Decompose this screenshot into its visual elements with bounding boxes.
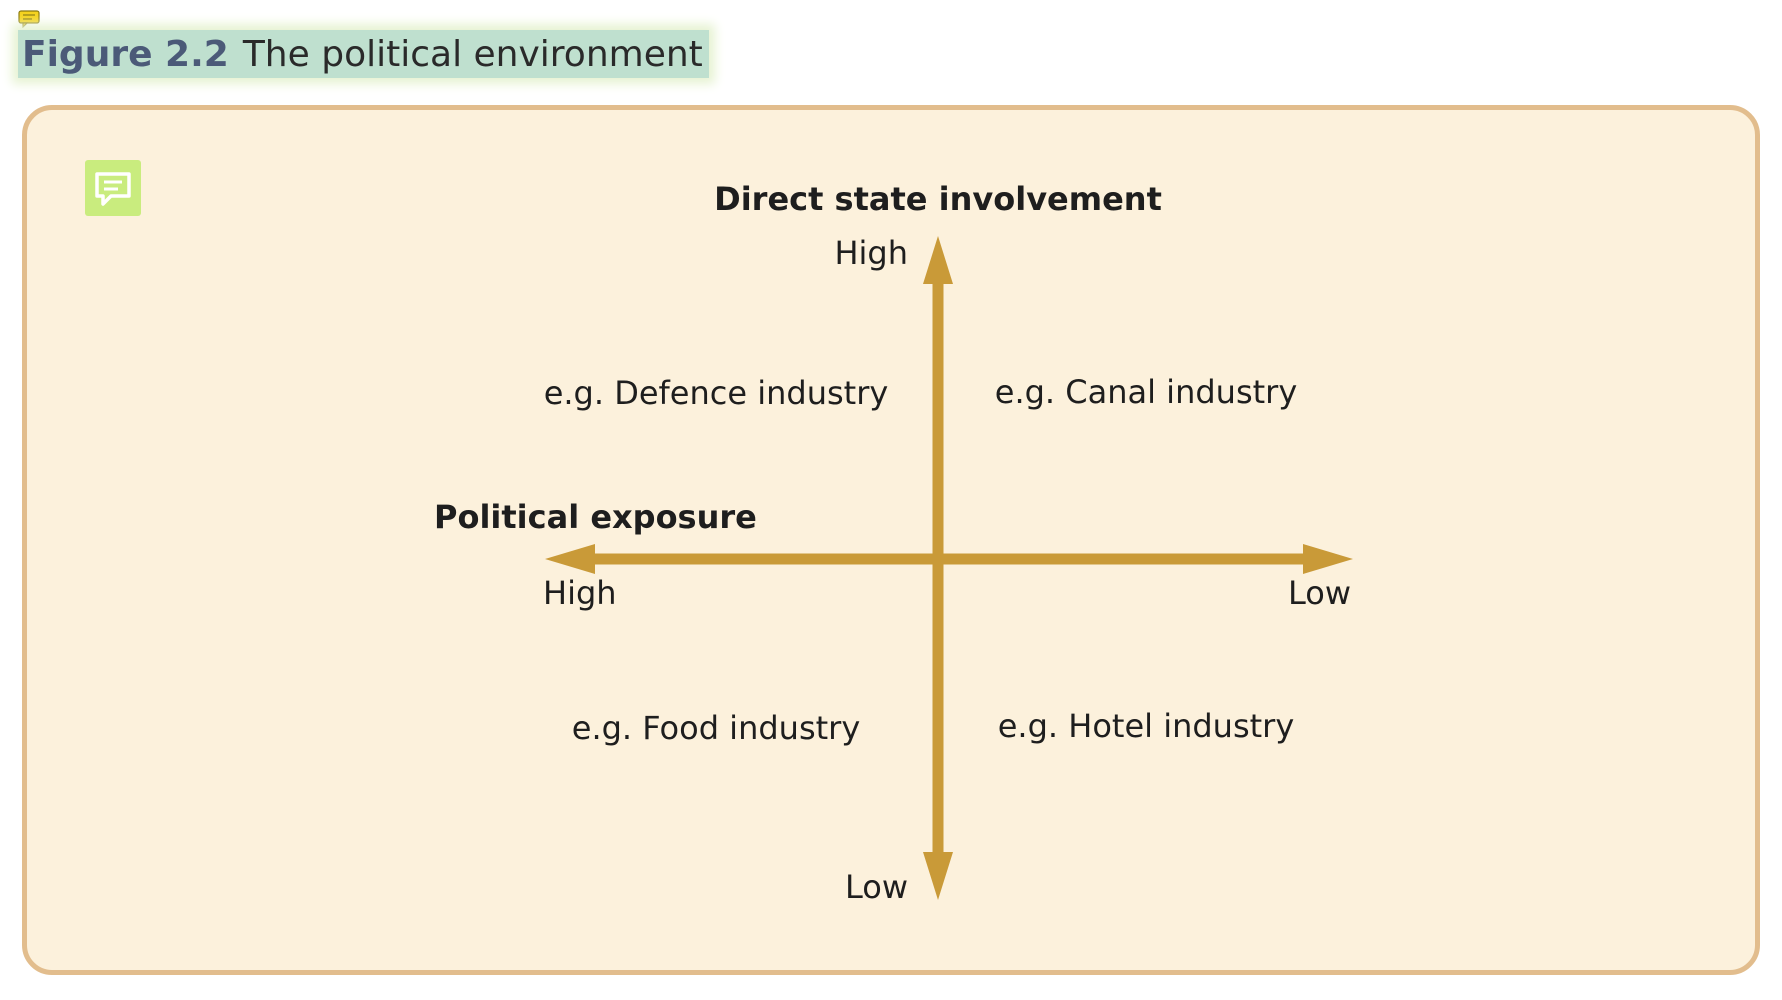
quadrant-bottom-left-example: e.g. Food industry <box>572 709 861 747</box>
figure-panel <box>22 105 1760 975</box>
horizontal-axis-high-label: High <box>543 574 617 612</box>
figure-number: Figure 2.2 <box>22 33 229 75</box>
vertical-axis-high-label: High <box>834 234 908 272</box>
vertical-axis-arrow-down <box>923 852 953 900</box>
figure-title: The political environment <box>242 33 703 75</box>
comment-icon[interactable] <box>85 160 141 216</box>
horizontal-axis-title: Political exposure <box>434 498 757 536</box>
horizontal-axis-low-label: Low <box>1288 574 1351 612</box>
vertical-axis-arrow-up <box>923 236 953 284</box>
vertical-axis-title: Direct state involvement <box>714 180 1162 218</box>
horizontal-axis-arrow-left <box>545 544 595 574</box>
quadrant-top-right-example: e.g. Canal industry <box>995 373 1298 411</box>
sticky-note-icon[interactable] <box>18 10 40 28</box>
figure-caption: Figure 2.2 The political environment <box>18 30 709 78</box>
quadrant-bottom-right-example: e.g. Hotel industry <box>998 707 1295 745</box>
vertical-axis-low-label: Low <box>845 868 908 906</box>
horizontal-axis-arrow-right <box>1303 544 1353 574</box>
quadrant-top-left-example: e.g. Defence industry <box>544 374 889 412</box>
